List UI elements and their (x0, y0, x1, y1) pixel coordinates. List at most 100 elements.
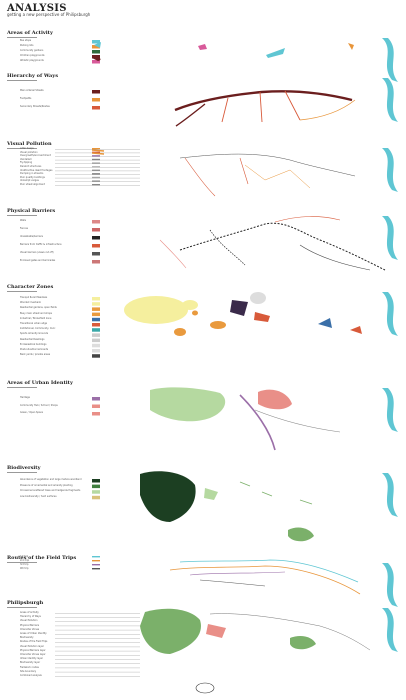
legend-swatch (92, 60, 100, 64)
route-line (189, 571, 286, 576)
legend-swatch (92, 184, 100, 186)
section-rule (7, 148, 37, 149)
section-title-character: Character Zones (7, 284, 54, 290)
legend-label: Fences (20, 227, 28, 230)
river-shape (382, 473, 398, 517)
river-shape (382, 563, 398, 607)
legend-label: 1st trip (20, 555, 29, 558)
legend-swatch (92, 397, 100, 401)
section-title-activity: Areas of Activity (7, 30, 53, 36)
legend-swatch (92, 479, 100, 483)
zone-shape (124, 296, 188, 324)
legend-label: Transitional urban edge (20, 322, 48, 325)
legend-label: Derelict structures (20, 165, 42, 168)
legend-label: Biodiversity (20, 636, 34, 640)
river-shape (382, 38, 398, 82)
legend-label: Residential Dwellings (20, 337, 45, 341)
route-line (169, 565, 361, 595)
legend-label: Occasional scattered trees and hedgerow … (20, 489, 81, 493)
legend-label: Children playgrounds (20, 54, 45, 57)
activity-spot (348, 43, 354, 50)
legend-swatch (92, 40, 100, 44)
legend-swatch (92, 45, 100, 49)
legend-label: Green / Open Space (20, 411, 44, 414)
legend-swatch (92, 323, 100, 327)
legend-swatch (92, 50, 100, 54)
legend-swatch (92, 297, 100, 301)
legend-swatch (92, 252, 100, 256)
legend-swatch (92, 244, 100, 248)
activity-spot (266, 48, 285, 58)
legend-label: Visual pollution (20, 150, 38, 154)
composite-shape (206, 624, 226, 638)
route-line (199, 579, 266, 587)
biodiversity-shape (288, 527, 314, 542)
activity-spot (198, 44, 207, 50)
legend-label: Ecclesiastical buildings (20, 342, 47, 346)
legend-swatch (92, 90, 100, 94)
legend-swatch (92, 228, 100, 232)
legend-label: Unwalkable/barriers (20, 235, 43, 238)
legend-swatch (92, 55, 100, 59)
legend-label: Main Arterial Streets (20, 89, 44, 92)
legend-label: Urban Identity layer (20, 657, 43, 661)
composite-shape (290, 636, 316, 650)
activity-spot (94, 42, 101, 48)
secondary-street (221, 90, 301, 123)
legend-label: Dumping in streams (20, 172, 44, 176)
identity-route (254, 409, 341, 433)
legend-label: Barriers from traffic & infrastructure (20, 243, 62, 246)
zone-shape (254, 312, 270, 322)
biodiversity-shape (239, 481, 313, 505)
zone-shape (350, 326, 362, 334)
footpath (299, 99, 356, 121)
street-line (179, 153, 356, 177)
legend-label: Heritage (20, 396, 30, 399)
identity-route (239, 394, 276, 451)
legend-swatch (92, 338, 100, 343)
legend-swatch (92, 162, 100, 164)
legend-label: Unattractive dead frontages (20, 168, 53, 172)
legend-swatch (92, 317, 100, 322)
route-line (179, 559, 359, 583)
legend-swatch (92, 180, 100, 182)
legend-swatch (92, 260, 100, 264)
legend-label: Residential gardens, open fields (20, 306, 57, 310)
pollution-trace (184, 157, 249, 197)
page-subtitle: getting a new perspective of Philipsburg… (7, 12, 91, 17)
legend-label: Busy main street and shops (20, 311, 52, 315)
legend-label: Industrial / Brownfield zone (20, 316, 52, 320)
legend-swatch (92, 151, 100, 153)
composite-line (209, 613, 371, 651)
legend-label: Community gardens (20, 49, 44, 52)
identity-shape (150, 387, 226, 422)
legend-label: 2nd trip (20, 559, 30, 562)
identity-shape (258, 389, 292, 410)
barrier-line (299, 244, 371, 271)
legend-swatch (92, 302, 100, 306)
legend-swatch (92, 155, 100, 157)
legend-swatch (92, 564, 100, 566)
legend-swatch (92, 490, 100, 494)
section-rule (7, 387, 37, 388)
legend-label: Visual barriers (views cut off) (20, 251, 54, 254)
biodiversity-shape (140, 471, 196, 522)
legend-swatch (92, 404, 100, 408)
legend-swatch (92, 148, 100, 150)
legend-label: Poor quality buildings (20, 175, 45, 179)
legend-swatch (92, 495, 100, 500)
legend-label: Walls (20, 219, 27, 222)
legend-swatch (92, 349, 100, 353)
legend-label: Secondary Streets/Routes (20, 105, 50, 108)
legend-mark (91, 149, 105, 155)
river-shape (382, 148, 398, 192)
legend-swatch (92, 106, 100, 110)
biodiversity-shape (204, 488, 218, 500)
section-title-philipsburgh: Philipsburgh (7, 600, 44, 606)
legend-label: 4th trip (20, 567, 29, 570)
legend-swatch (92, 333, 100, 337)
legend-label: Routes of the Field Trips (20, 640, 48, 644)
section-title-ways: Hierarchy of Ways (7, 73, 59, 79)
north-symbol (195, 682, 215, 694)
barrier-line (179, 222, 386, 271)
